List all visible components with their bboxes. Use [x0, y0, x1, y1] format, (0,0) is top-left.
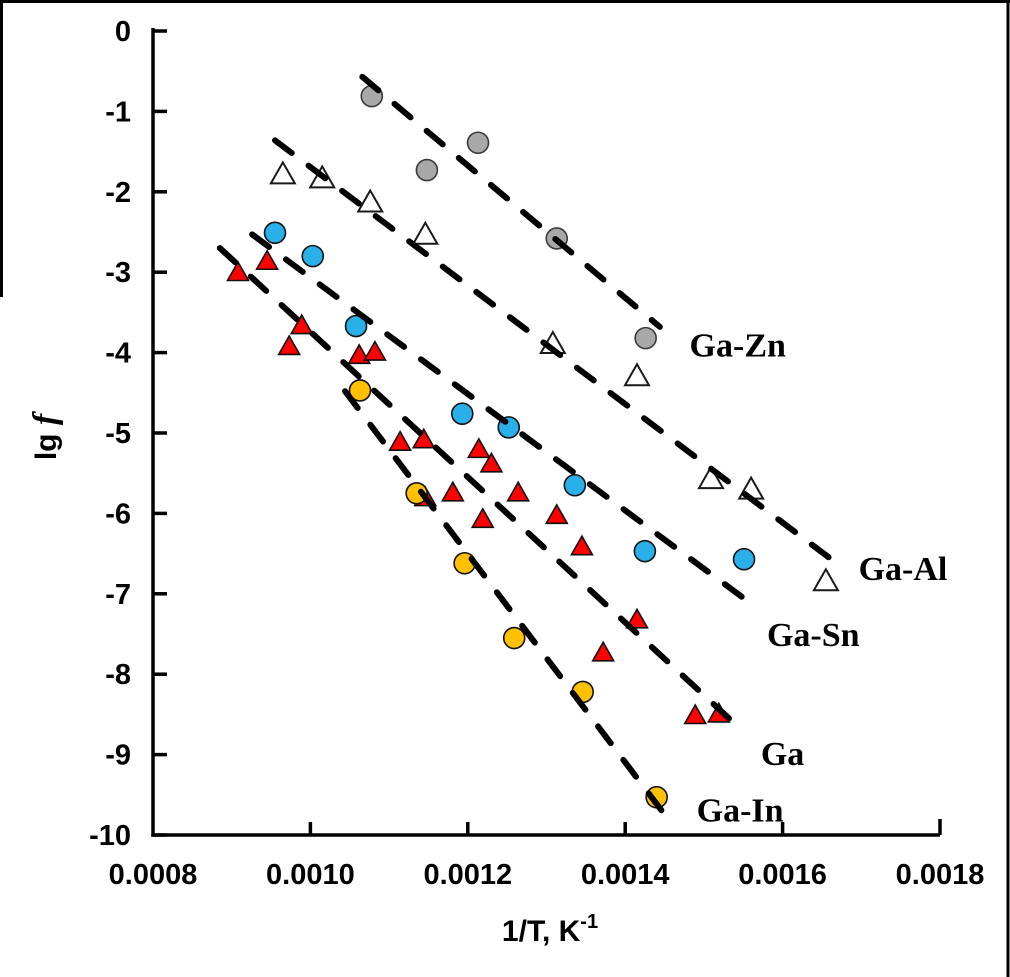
x-tick-label: 0.0012: [423, 859, 512, 891]
data-point-ga: [363, 339, 387, 361]
data-point-ga: [479, 451, 504, 473]
data-point-ga: [411, 427, 436, 449]
series-label-ga-sn: Ga-Sn: [767, 617, 860, 654]
trend-line-ga-sn: [249, 231, 755, 608]
data-point-ga: [466, 437, 491, 459]
data-point-ga-al: [356, 188, 384, 213]
data-point-ga-al: [812, 567, 840, 592]
x-tick-label: 0.0010: [266, 859, 355, 891]
data-point-ga-sn: [301, 244, 325, 268]
data-point-ga: [470, 507, 495, 529]
y-tick-label: -5: [105, 418, 131, 450]
data-point-ga: [388, 430, 412, 451]
data-point-ga: [440, 480, 465, 502]
data-point-ga-al: [269, 160, 297, 185]
data-point-ga-sn: [732, 547, 756, 571]
trend-line-ga-in: [342, 388, 677, 830]
data-point-ga-in: [502, 626, 526, 650]
data-point-ga-zn: [634, 326, 657, 350]
data-point-ga-in: [348, 379, 372, 402]
y-axis-title: lg f: [27, 410, 64, 460]
data-point-ga-sn: [563, 473, 587, 497]
data-point-ga: [591, 640, 616, 662]
y-tick-label: -9: [105, 740, 131, 772]
y-tick-label: -2: [105, 177, 131, 209]
data-point-ga: [570, 534, 594, 556]
data-point-ga-al: [623, 362, 651, 387]
data-point-ga-in: [405, 481, 428, 505]
series-label-ga-zn: Ga-Zn: [690, 328, 786, 365]
trend-line-ga: [216, 245, 740, 729]
y-tick-label: -4: [105, 338, 131, 370]
series-label-ga-al: Ga-Al: [859, 551, 948, 588]
data-point-ga-sn: [344, 314, 368, 338]
data-point-ga: [506, 480, 531, 502]
data-point-ga-sn: [450, 402, 474, 426]
data-point-ga-sn: [263, 221, 287, 245]
trend-line-ga-al: [271, 137, 841, 568]
data-point-ga: [255, 249, 279, 271]
series-label-ga-in: Ga-In: [697, 792, 784, 829]
data-point-ga: [277, 334, 302, 356]
data-point-ga-zn: [466, 131, 490, 155]
data-point-ga: [544, 503, 569, 525]
trend-line-ga-zn: [359, 73, 663, 330]
x-tick-label: 0.0008: [109, 859, 198, 891]
y-tick-label: -3: [105, 257, 131, 289]
data-point-ga: [226, 260, 250, 282]
x-axis-title: 1/T, K-1: [502, 911, 598, 948]
data-point-ga: [289, 313, 314, 335]
y-tick-label: -6: [105, 498, 131, 530]
y-tick-label: -1: [105, 96, 131, 128]
data-point-ga-al: [697, 465, 725, 490]
data-point-ga: [625, 607, 649, 629]
x-tick-label: 0.0016: [738, 859, 827, 891]
x-tick-label: 0.0018: [896, 859, 985, 891]
y-tick-label: -10: [89, 820, 131, 852]
data-point-ga-sn: [633, 539, 657, 563]
y-tick-label: 0: [115, 16, 131, 48]
data-point-ga-al: [411, 220, 440, 245]
y-tick-label: -8: [105, 659, 131, 691]
data-point-ga-zn: [415, 158, 439, 182]
y-tick-label: -7: [105, 579, 131, 611]
x-tick-label: 0.0014: [581, 859, 670, 891]
series-label-ga: Ga: [761, 736, 804, 773]
data-point-ga: [683, 703, 708, 725]
